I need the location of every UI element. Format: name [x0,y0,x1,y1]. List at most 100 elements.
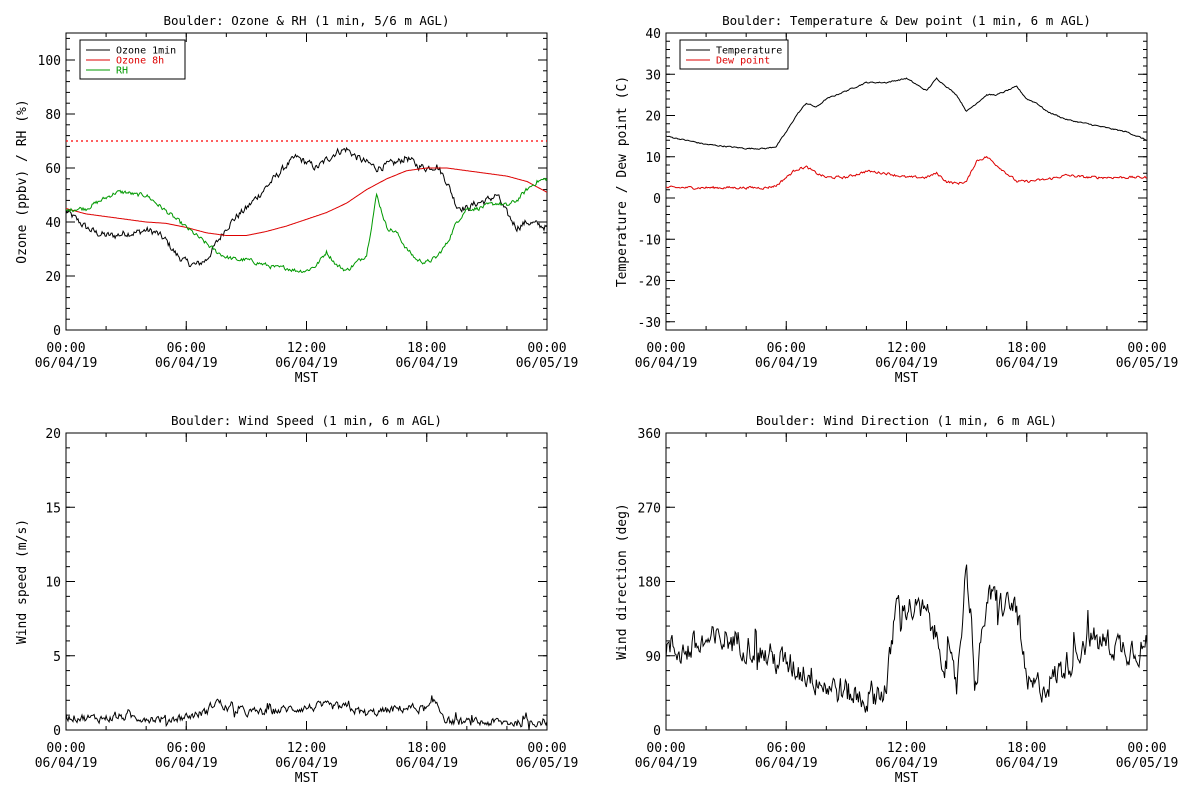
x-tick-label-time: 00:00 [646,741,685,756]
series-line-3 [66,177,547,273]
y-tick-label: 20 [45,427,61,442]
y-tick-label: 40 [45,216,61,231]
x-tick-label-time: 18:00 [1007,341,1046,356]
x-tick-label-time: 18:00 [407,341,446,356]
y-tick-label: 5 [53,650,61,665]
x-tick-label-date: 06/04/19 [755,756,818,771]
y-axis-label: Temperature / Dew point (C) [615,76,630,287]
y-tick-label: 40 [645,27,661,42]
x-tick-label-time: 06:00 [767,741,806,756]
y-axis-label: Wind speed (m/s) [15,519,30,644]
y-tick-label: 0 [653,192,661,207]
x-tick-label-time: 06:00 [167,341,206,356]
y-tick-label: 60 [45,162,61,177]
x-axis-label: MST [895,371,919,386]
y-tick-label: 10 [45,576,61,591]
legend-label: Temperature [716,46,782,57]
legend-label: RH [116,66,128,77]
plot-frame [665,432,1148,731]
x-tick-label-date: 06/04/19 [875,756,938,771]
x-tick-label-date: 06/04/19 [395,356,458,371]
y-tick-label: 100 [38,54,61,69]
y-tick-label: 20 [45,270,61,285]
chart-title: Boulder: Temperature & Dew point (1 min,… [722,13,1091,28]
chart-title: Boulder: Wind Speed (1 min, 6 m AGL) [171,413,442,428]
legend-label: Ozone 8h [116,56,164,67]
series-line-1 [666,77,1147,150]
x-axis-label: MST [295,771,319,786]
x-tick-label-date: 06/05/19 [1116,756,1179,771]
x-axis-label: MST [295,371,319,386]
y-tick-label: 180 [638,576,661,591]
x-tick-label-date: 06/04/19 [35,756,98,771]
y-axis-label: Ozone (ppbv) / RH (%) [15,99,30,263]
x-tick-label-time: 00:00 [46,741,85,756]
x-tick-label-time: 06:00 [767,341,806,356]
y-axis-label: Wind direction (deg) [615,503,630,660]
series-line-1 [666,564,1147,713]
x-tick-label-time: 06:00 [167,741,206,756]
y-tick-label: 10 [645,151,661,166]
y-tick-label: -20 [638,275,661,290]
x-tick-label-date: 06/04/19 [155,356,218,371]
y-tick-label: 360 [638,427,661,442]
x-tick-label-time: 12:00 [887,741,926,756]
x-tick-label-date: 06/05/19 [516,756,579,771]
x-tick-label-date: 06/04/19 [275,356,338,371]
x-tick-label-date: 06/04/19 [35,356,98,371]
y-tick-label: 270 [638,501,661,516]
chart-title: Boulder: Ozone & RH (1 min, 5/6 m AGL) [164,13,450,28]
series-line-2 [66,167,547,236]
y-tick-label: 0 [653,724,661,739]
x-tick-label-date: 06/04/19 [995,356,1058,371]
x-tick-label-time: 12:00 [287,741,326,756]
y-tick-label: -30 [638,316,661,331]
x-tick-label-date: 06/04/19 [875,356,938,371]
y-tick-label: 80 [45,108,61,123]
x-tick-label-date: 06/05/19 [1116,356,1179,371]
x-tick-label-time: 18:00 [1007,741,1046,756]
x-tick-label-time: 00:00 [46,341,85,356]
plot-frame [65,432,548,731]
x-tick-label-time: 00:00 [1127,341,1166,356]
x-tick-label-date: 06/05/19 [516,356,579,371]
x-tick-label-time: 00:00 [646,341,685,356]
chart-panel-2: Boulder: Temperature & Dew point (1 min,… [615,13,1178,386]
x-tick-label-date: 06/04/19 [995,756,1058,771]
legend-box [679,39,789,70]
y-tick-label: 20 [645,110,661,125]
x-tick-label-date: 06/04/19 [155,756,218,771]
x-tick-label-time: 12:00 [887,341,926,356]
y-tick-label: 0 [53,324,61,339]
x-tick-label-time: 00:00 [1127,741,1166,756]
legend-box [79,39,186,80]
chart-title: Boulder: Wind Direction (1 min, 6 m AGL) [756,413,1057,428]
x-axis-label: MST [895,771,919,786]
y-tick-label: 90 [645,650,661,665]
x-tick-label-time: 18:00 [407,741,446,756]
series-line-1 [66,146,547,268]
chart-panel-1: Boulder: Ozone & RH (1 min, 5/6 m AGL) 0 2… [15,13,578,386]
y-tick-label: 15 [45,501,61,516]
series-line-1 [66,695,547,730]
y-tick-label: 30 [645,68,661,83]
chart-panel-3: Boulder: Wind Speed (1 min, 6 m AGL) 0 5 10… [15,413,578,786]
x-tick-label-time: 00:00 [527,741,566,756]
x-tick-label-time: 00:00 [527,341,566,356]
x-tick-label-date: 06/04/19 [635,756,698,771]
chart-panel-4: Boulder: Wind Direction (1 min, 6 m AGL)… [615,413,1178,786]
y-tick-label: -10 [638,233,661,248]
x-tick-label-date: 06/04/19 [755,356,818,371]
x-tick-label-date: 06/04/19 [395,756,458,771]
x-tick-label-date: 06/04/19 [275,756,338,771]
x-tick-label-time: 12:00 [287,341,326,356]
series-line-2 [666,155,1147,190]
legend-label: Ozone 1min [116,46,176,57]
x-tick-label-date: 06/04/19 [635,356,698,371]
y-tick-label: 0 [53,724,61,739]
legend-label: Dew point [716,56,770,67]
